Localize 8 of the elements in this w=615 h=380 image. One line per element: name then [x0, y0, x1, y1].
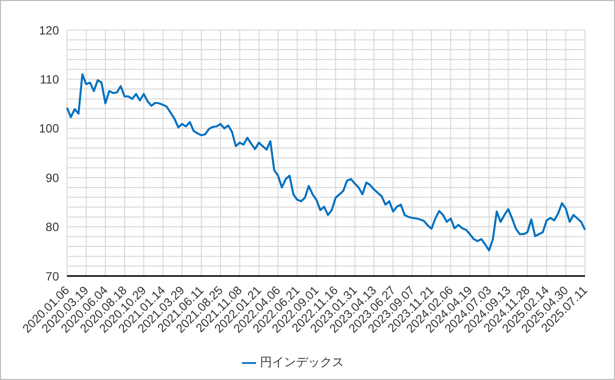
legend-label: 円インデックス: [260, 355, 344, 369]
line-series: [66, 73, 586, 252]
y-tick-label: 110: [40, 72, 60, 86]
y-tick-label: 80: [46, 220, 60, 234]
y-tick-label: 100: [38, 122, 60, 136]
y-tick-label: 70: [46, 269, 60, 284]
y-tick-label: 90: [46, 170, 60, 185]
y-tick-label: 120: [38, 23, 60, 38]
